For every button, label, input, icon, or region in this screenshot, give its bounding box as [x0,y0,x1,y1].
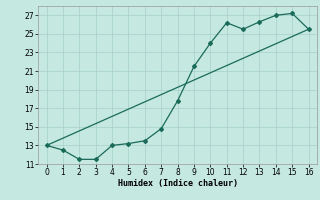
X-axis label: Humidex (Indice chaleur): Humidex (Indice chaleur) [118,179,238,188]
